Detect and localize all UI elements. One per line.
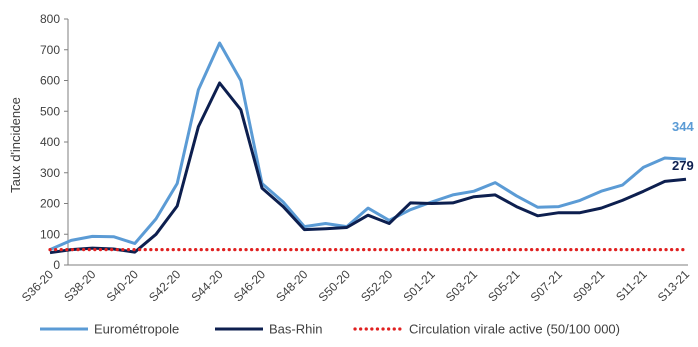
- y-tick-label: 600: [40, 74, 60, 88]
- y-tick-labels: 0 100 200 300 400 500 600 700 800: [40, 12, 68, 272]
- x-tick-label: S09-21: [570, 267, 607, 304]
- y-axis-title: Taux d'incidence: [8, 97, 23, 193]
- y-tick-label: 0: [53, 258, 60, 272]
- x-tick-label: S01-21: [400, 267, 437, 304]
- y-tick-label: 700: [40, 43, 60, 57]
- legend-label-2: Circulation virale active (50/100 000): [409, 322, 620, 337]
- x-tick-labels: S36-20 S38-20 S40-20 S42-20 S44-20 S46-20 S48-…: [19, 267, 692, 304]
- end-labels: 344 279: [672, 119, 694, 173]
- x-tick-label: S05-21: [485, 267, 522, 304]
- x-tick-label: S42-20: [146, 267, 183, 304]
- x-tick-label: S13-21: [655, 267, 692, 304]
- x-tick-label: S38-20: [61, 267, 98, 304]
- legend: Eurométropole Bas-Rhin Circulation virale …: [40, 322, 620, 337]
- x-tick-label: S46-20: [231, 267, 268, 304]
- x-tick-label: S11-21: [613, 267, 650, 304]
- x-tick-label: S48-20: [273, 267, 310, 304]
- x-tick-label: S03-21: [443, 267, 480, 304]
- y-tick-label: 100: [40, 227, 60, 241]
- end-label-1: 279: [672, 158, 694, 173]
- legend-label-0: Eurométropole: [94, 322, 179, 337]
- series-line-0: [49, 41, 687, 251]
- x-tick-label: S50-20: [316, 267, 353, 304]
- end-label-0: 344: [672, 119, 694, 134]
- series-layer: [48, 41, 688, 255]
- x-tick-label: S36-20: [19, 267, 56, 304]
- series-line-1: [49, 81, 687, 255]
- x-tick-label: S07-21: [528, 267, 565, 304]
- x-tick-label: S52-20: [358, 267, 395, 304]
- y-tick-label: 400: [40, 135, 60, 149]
- legend-label-1: Bas-Rhin: [269, 322, 322, 337]
- y-tick-label: 500: [40, 104, 60, 118]
- x-tick-label: S40-20: [104, 267, 141, 304]
- x-tick-label: S44-20: [188, 267, 225, 304]
- y-tick-label: 300: [40, 166, 60, 180]
- y-tick-label: 800: [40, 12, 60, 26]
- y-tick-label: 200: [40, 197, 60, 211]
